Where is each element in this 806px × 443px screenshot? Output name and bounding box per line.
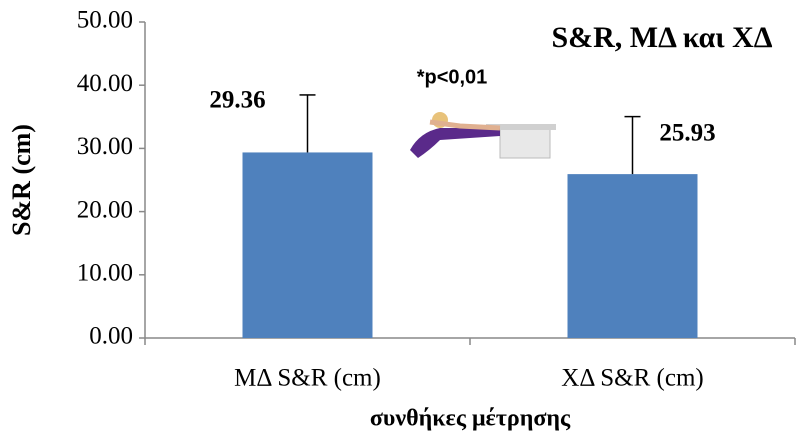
bar: [243, 152, 373, 338]
y-axis-label: S&R (cm): [7, 124, 36, 236]
y-tick-label: 30.00: [77, 133, 133, 160]
y-tick-label: 10.00: [77, 260, 133, 287]
y-tick-label: 50.00: [77, 7, 133, 34]
y-tick-label: 20.00: [77, 196, 133, 223]
x-tick-label: ΜΔ S&R (cm): [234, 365, 381, 392]
y-tick-label: 40.00: [77, 70, 133, 97]
y-tick-label: 0.00: [89, 323, 133, 350]
value-label: 25.93: [659, 120, 715, 147]
chart: S&R, ΜΔ και ΧΔ συνθήκες μέτρησης S&R (cm…: [0, 0, 806, 443]
stretch-figure: [410, 112, 556, 158]
annotation: *p<0,01: [417, 66, 488, 88]
value-label: 29.36: [209, 87, 265, 114]
bar: [568, 174, 698, 338]
x-axis-label: συνθήκες μέτρησης: [370, 406, 571, 432]
chart-title: S&R, ΜΔ και ΧΔ: [551, 21, 772, 54]
page: S&R, ΜΔ και ΧΔ συνθήκες μέτρησης S&R (cm…: [0, 0, 806, 443]
x-tick-label: ΧΔ S&R (cm): [561, 365, 703, 392]
